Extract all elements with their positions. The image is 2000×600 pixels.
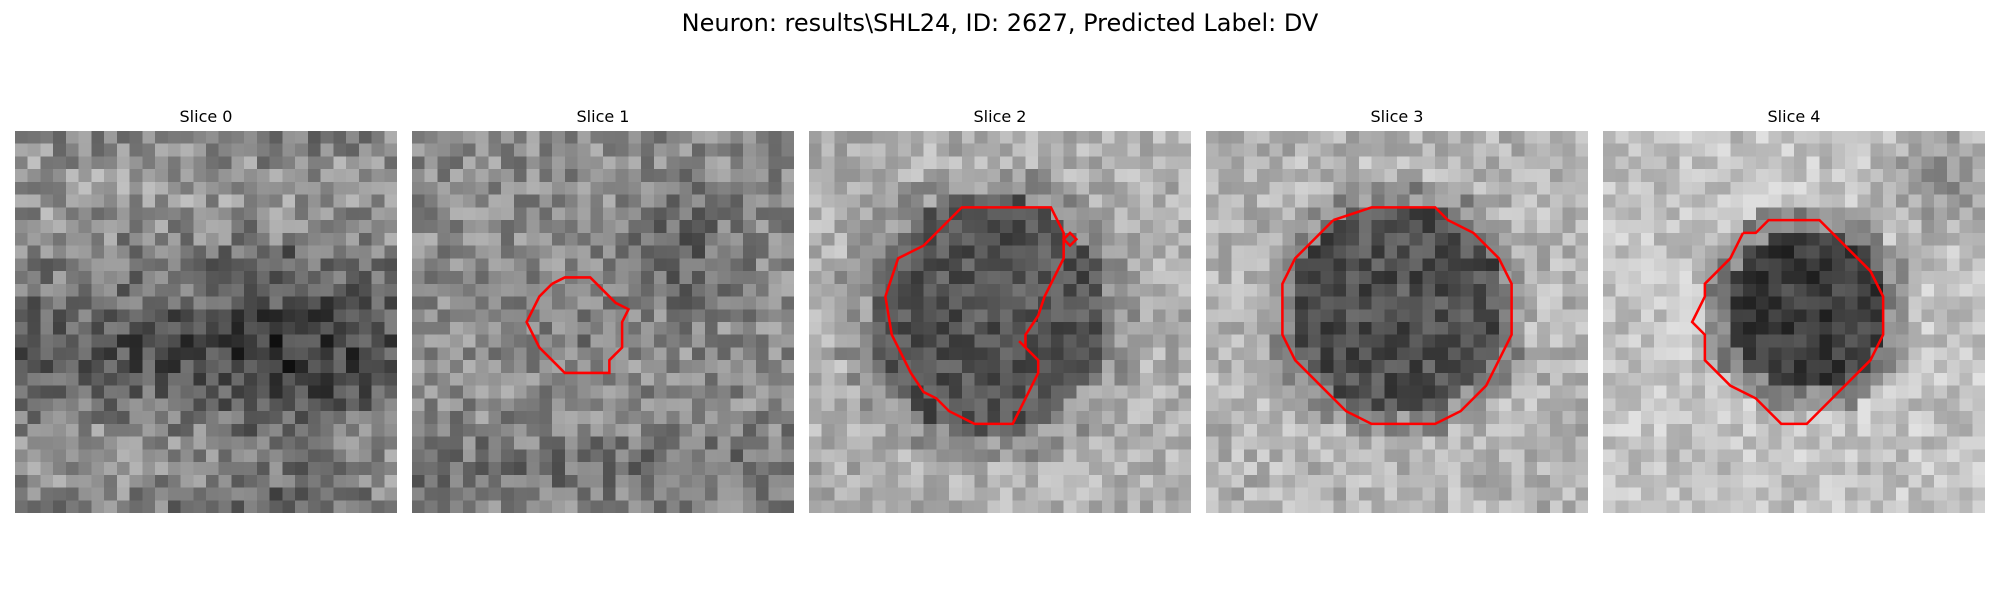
slice-image	[1603, 131, 1985, 513]
roi-contour	[525, 276, 631, 375]
roi-contour	[1690, 218, 1885, 426]
slice-panel-1: Slice 1	[412, 106, 794, 513]
slice-image	[809, 131, 1191, 513]
slice-panel-0: Slice 0	[15, 106, 397, 513]
slice-title: Slice 1	[576, 107, 630, 126]
slice-image	[1206, 131, 1588, 513]
slice-image	[412, 131, 794, 513]
slice-title: Slice 0	[179, 107, 233, 126]
slice-title: Slice 3	[1370, 107, 1424, 126]
slice-image	[15, 131, 397, 513]
roi-contour	[1281, 206, 1513, 426]
slice-panel-2: Slice 2	[809, 106, 1191, 513]
figure-title: Neuron: results\SHL24, ID: 2627, Predict…	[681, 9, 1319, 37]
slice-title: Slice 2	[973, 107, 1027, 126]
roi-contour	[884, 206, 1079, 426]
slice-title: Slice 4	[1767, 107, 1821, 126]
slice-panel-4: Slice 4	[1603, 106, 1985, 513]
slice-panel-3: Slice 3	[1206, 106, 1588, 513]
